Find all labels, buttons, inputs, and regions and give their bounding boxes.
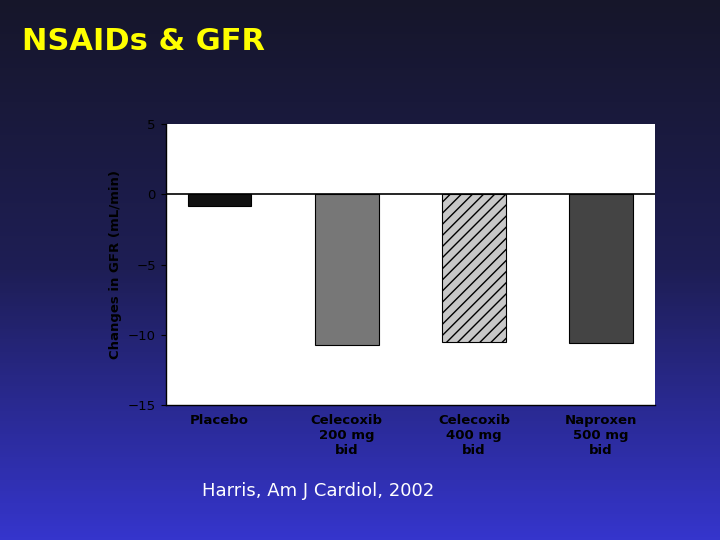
Y-axis label: Changes in GFR (mL/min): Changes in GFR (mL/min) <box>109 170 122 359</box>
Bar <box>570 194 633 343</box>
Bar <box>442 194 505 342</box>
Bar <box>315 194 379 345</box>
Text: Harris, Am J Cardiol, 2002: Harris, Am J Cardiol, 2002 <box>202 482 434 501</box>
Bar <box>188 194 251 206</box>
Text: NSAIDs & GFR: NSAIDs & GFR <box>22 27 265 56</box>
